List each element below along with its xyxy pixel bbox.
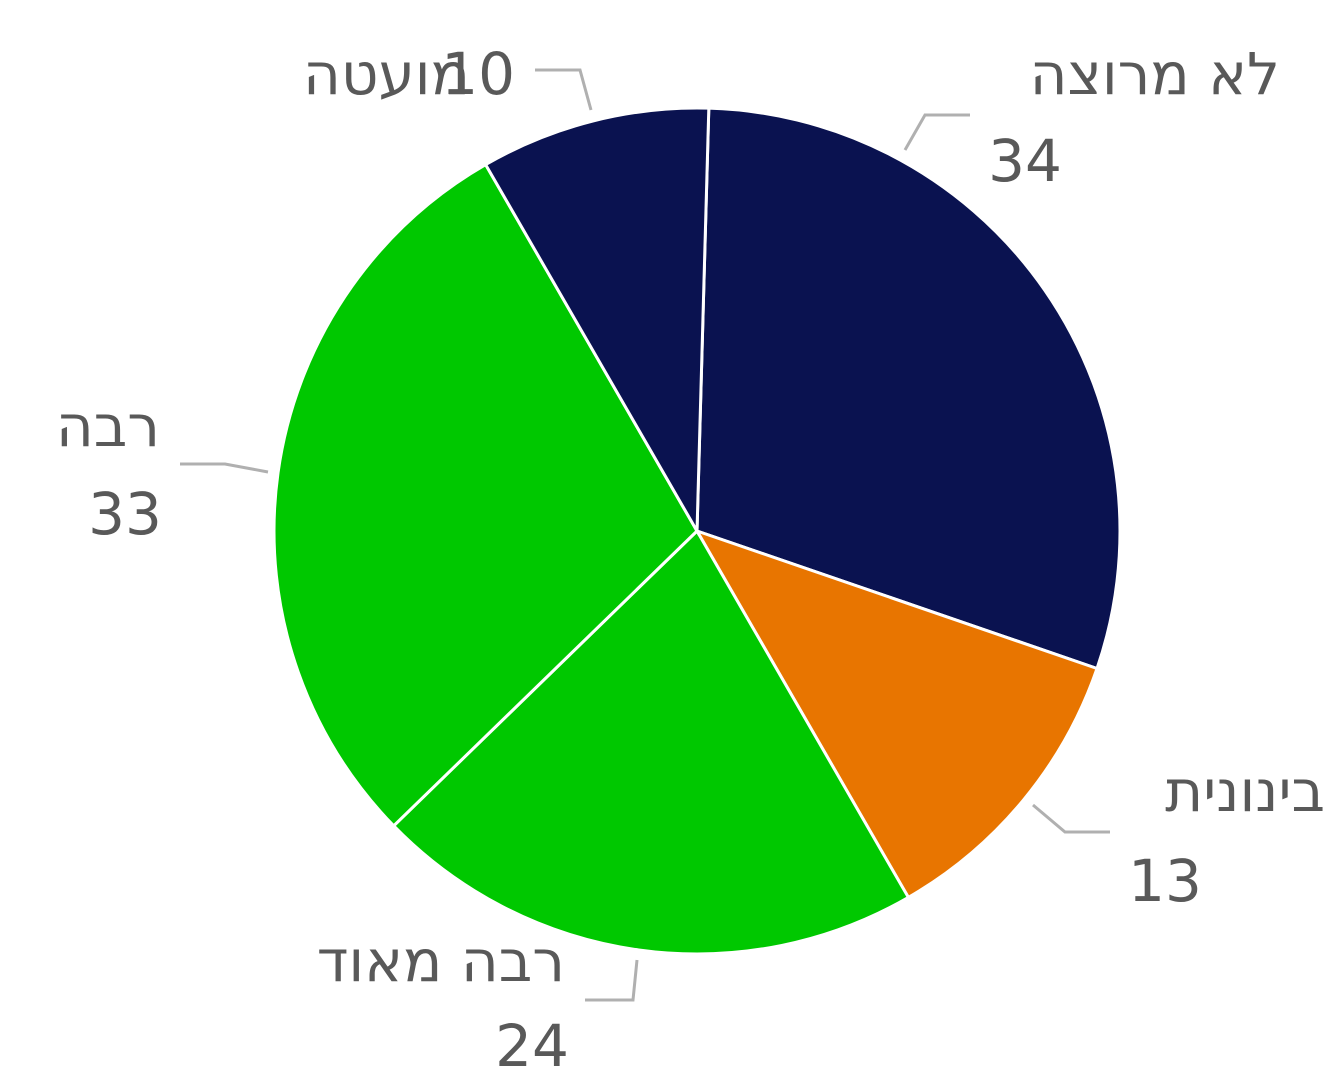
pie-slice (391, 528, 911, 956)
slice-value: 13 (1128, 847, 1202, 915)
pie-slice (693, 528, 1099, 900)
pie-slice (695, 106, 1122, 671)
pie-slice (272, 162, 699, 828)
slice-label: מועטה (303, 40, 470, 108)
leader-line (180, 462, 269, 474)
pie-slice (483, 106, 711, 537)
leader-line (903, 113, 970, 151)
labels: לא מרוצה 34 בינונית 13 רבה מאוד 24 רבה 33 מועטה1… (56, 40, 1325, 1080)
leader-line (585, 959, 639, 1002)
slice-label: רבה (56, 392, 160, 460)
leader-line (1032, 803, 1110, 834)
pie (272, 106, 1122, 956)
slice-label: בינונית (1165, 757, 1325, 825)
slice-value: 24 (495, 1012, 569, 1080)
slice-label: לא מרוצה (1030, 40, 1280, 108)
slice-label: רבה מאוד (317, 927, 565, 995)
slice-value: 34 (988, 127, 1062, 195)
leader-line (535, 68, 593, 111)
slice-value: 10 (441, 40, 515, 108)
slice-value: 33 (88, 480, 162, 548)
